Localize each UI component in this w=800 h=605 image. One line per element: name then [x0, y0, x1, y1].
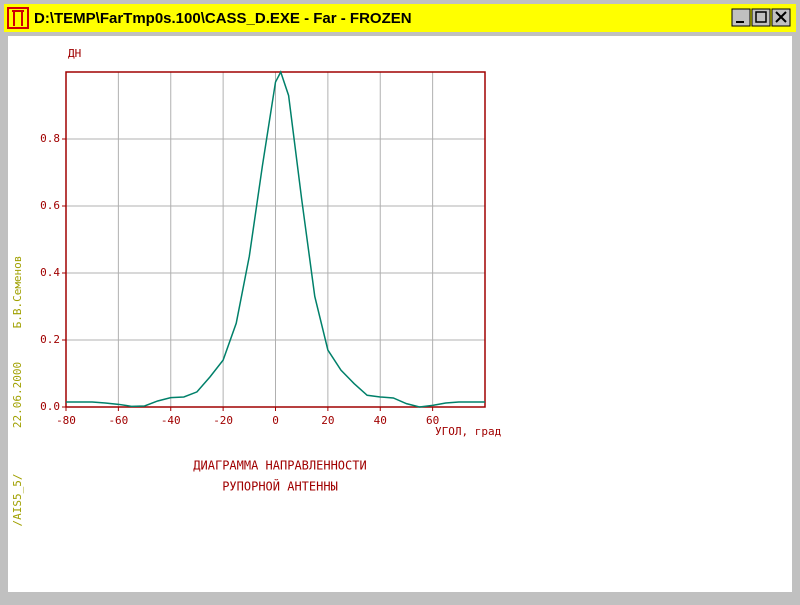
x-tick-label: 0 [272, 414, 279, 427]
caption: РУПОРНОЙ АНТЕННЫ [222, 479, 338, 494]
client-area [8, 36, 792, 592]
caption: ДИАГРАММА НАПРАВЛЕННОСТИ [193, 459, 366, 473]
y-tick-label: 0.2 [40, 333, 60, 346]
y-tick-label: 0.6 [40, 199, 60, 212]
x-tick-label: -80 [56, 414, 76, 427]
close-glyph [775, 11, 787, 23]
window-title: D:\TEMP\FarTmp0s.100\CASS_D.EXE - Far - … [34, 10, 412, 27]
title-bar[interactable] [4, 4, 796, 32]
y-tick-label: 0.0 [40, 400, 60, 413]
x-tick-label: 40 [374, 414, 387, 427]
y-tick-label: 0.8 [40, 132, 60, 145]
side-text: 22.06.2000 [11, 362, 24, 428]
x-axis-label: УГОЛ, град [435, 425, 502, 438]
x-tick-label: 60 [426, 414, 439, 427]
x-tick-label: -40 [161, 414, 181, 427]
y-axis-label: ДН [68, 47, 81, 60]
side-text: /AIS5_5/ [11, 474, 24, 527]
side-text: Б.В.Семенов [11, 256, 24, 329]
maximize-glyph [755, 11, 767, 23]
minimize-button[interactable] [731, 8, 751, 27]
chart: 0.0 0.2 0.4 0.6 0.8 -80 -60 -40 -20 0 20 40 60 ДН УГОЛ… [11, 47, 502, 526]
x-tick-label: -60 [108, 414, 128, 427]
series-line [66, 70, 485, 408]
y-tick-label: 0.4 [40, 266, 60, 279]
plot-frame [65, 71, 486, 408]
x-tick-label: -20 [213, 414, 233, 427]
app-icon-glyph [12, 10, 24, 26]
x-tick-label: 20 [321, 414, 334, 427]
